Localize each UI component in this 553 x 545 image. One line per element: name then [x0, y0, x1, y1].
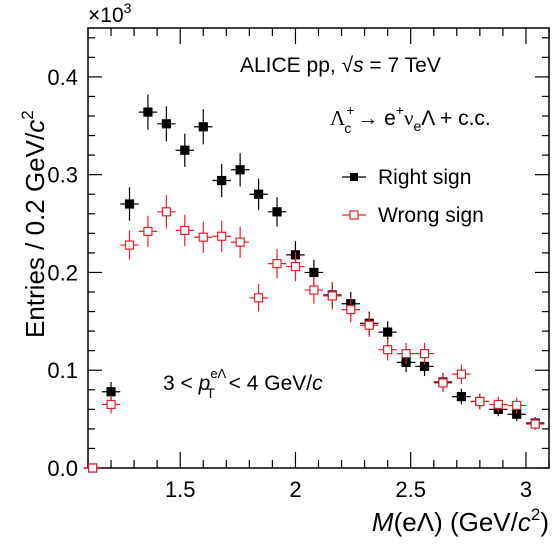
- y-axis-title-c: c: [20, 120, 50, 133]
- x-axis-title-close: ): [540, 507, 549, 537]
- decay-lambda-sub: c: [344, 120, 351, 136]
- data-point-wrong-sign: [272, 259, 282, 269]
- data-point-wrong-sign: [493, 399, 503, 410]
- data-point-wrong-sign: [383, 345, 393, 355]
- data-series: [83, 94, 545, 473]
- pt-sub: T: [206, 385, 215, 401]
- x-tick-labels: 1.5 2 2.5 3: [165, 477, 532, 502]
- y-multiplier: ×103: [88, 0, 132, 27]
- axis-ticks: [87, 28, 550, 469]
- decay-nu: ν: [404, 106, 414, 130]
- data-point-right-sign: [383, 327, 393, 337]
- data-point-wrong-sign: [512, 400, 522, 411]
- data-point-wrong-sign: [419, 349, 430, 359]
- y-tick-label: 0.3: [47, 163, 78, 188]
- legend: Right sign Wrong sign: [342, 166, 484, 227]
- x-axis-title: M(eΛ) (GeV/c2): [372, 505, 549, 537]
- data-point-wrong-sign: [438, 378, 448, 388]
- data-point-wrong-sign: [530, 419, 540, 429]
- data-point-wrong-sign: [180, 225, 190, 235]
- x-tick-label: 2: [289, 477, 301, 502]
- x-axis-title-sup: 2: [531, 505, 540, 524]
- annotation-experiment-text: ALICE pp,: [240, 54, 342, 77]
- y-axis-title: Entries / 0.2 GeV/c2: [18, 110, 50, 338]
- pt-sup: eΛ: [210, 366, 226, 381]
- data-point-wrong-sign: [309, 285, 319, 295]
- x-tick-label: 3: [520, 477, 532, 502]
- legend-label-right-sign: Right sign: [378, 166, 471, 189]
- data-point-wrong-sign: [198, 232, 208, 242]
- data-point-right-sign: [143, 107, 153, 117]
- x-axis-title-m: M: [372, 507, 394, 537]
- data-point-wrong-sign: [456, 369, 467, 379]
- legend-item-wrong-sign: Wrong sign: [342, 204, 484, 227]
- decay-nu-sub: e: [413, 118, 421, 134]
- y-tick-labels: 0.0 0.1 0.2 0.3 0.4: [47, 65, 78, 481]
- legend-marker-right-sign: [350, 173, 358, 181]
- data-point-wrong-sign: [364, 320, 374, 330]
- decay-arrow: → e: [351, 107, 395, 130]
- data-point-right-sign: [106, 387, 116, 397]
- data-point-right-sign: [161, 119, 171, 129]
- y-tick-label: 0.0: [47, 456, 78, 481]
- legend-item-right-sign: Right sign: [342, 166, 471, 189]
- y-axis-title-main: Entries / 0.2 GeV/: [20, 132, 50, 338]
- pt-prefix: 3 <: [163, 372, 199, 395]
- data-point-right-sign: [198, 122, 208, 132]
- y-tick-label: 0.1: [47, 358, 78, 383]
- data-point-wrong-sign: [235, 237, 245, 247]
- pt-symbol: p: [198, 372, 211, 395]
- annotation-energy: = 7 TeV: [364, 54, 441, 77]
- annotation-decay: Λ+ c → e+νeΛ + c.c.: [330, 102, 491, 136]
- data-point-right-sign: [253, 189, 264, 199]
- data-point-right-sign: [456, 392, 467, 402]
- data-point-wrong-sign: [106, 399, 116, 410]
- y-axis-title-sup: 2: [18, 110, 37, 119]
- x-tick-label: 1.5: [165, 477, 196, 502]
- x-axis-title-rest: (eΛ) (GeV/: [394, 507, 519, 537]
- decay-lambda: Λ: [330, 106, 346, 130]
- pt-suffix: < 4 GeV/: [223, 372, 312, 395]
- pt-c: c: [312, 372, 323, 395]
- data-point-wrong-sign: [253, 293, 264, 303]
- decay-e-sup: +: [396, 102, 404, 118]
- data-point-wrong-sign: [475, 396, 485, 407]
- data-point-right-sign: [309, 267, 319, 278]
- data-point-right-sign: [217, 175, 227, 186]
- data-point-right-sign: [272, 207, 282, 217]
- data-point-wrong-sign: [161, 207, 171, 217]
- legend-label-wrong-sign: Wrong sign: [378, 204, 484, 227]
- legend-marker-wrong-sign: [349, 210, 359, 220]
- x-tick-label: 2.5: [395, 477, 426, 502]
- data-point-wrong-sign: [346, 305, 356, 315]
- data-point-wrong-sign: [124, 240, 135, 250]
- data-point-wrong-sign: [217, 231, 227, 241]
- data-point-right-sign: [235, 165, 245, 175]
- data-point-wrong-sign: [143, 226, 153, 236]
- data-point-wrong-sign: [327, 291, 337, 301]
- data-point-wrong-sign: [401, 349, 411, 359]
- x-axis-title-c: c: [518, 507, 531, 537]
- data-point-right-sign: [124, 199, 135, 209]
- y-tick-label: 0.2: [47, 260, 78, 285]
- data-point-wrong-sign: [290, 261, 301, 272]
- series-wrong-sign: [83, 195, 545, 473]
- data-point-right-sign: [180, 145, 190, 155]
- data-point-wrong-sign: [88, 463, 98, 473]
- y-tick-label: 0.4: [47, 65, 78, 90]
- annotation-sqrt-s: √s: [342, 54, 365, 77]
- annotation-pt-range: 3 < peΛ T < 4 GeV/c: [163, 366, 323, 401]
- annotation-experiment: ALICE pp, √s = 7 TeV: [240, 54, 441, 77]
- y-multiplier-base: ×10: [88, 4, 124, 27]
- y-multiplier-exponent: 3: [124, 0, 132, 16]
- decay-lambda-sup: +: [346, 102, 354, 118]
- decay-rest: Λ + c.c.: [421, 107, 490, 130]
